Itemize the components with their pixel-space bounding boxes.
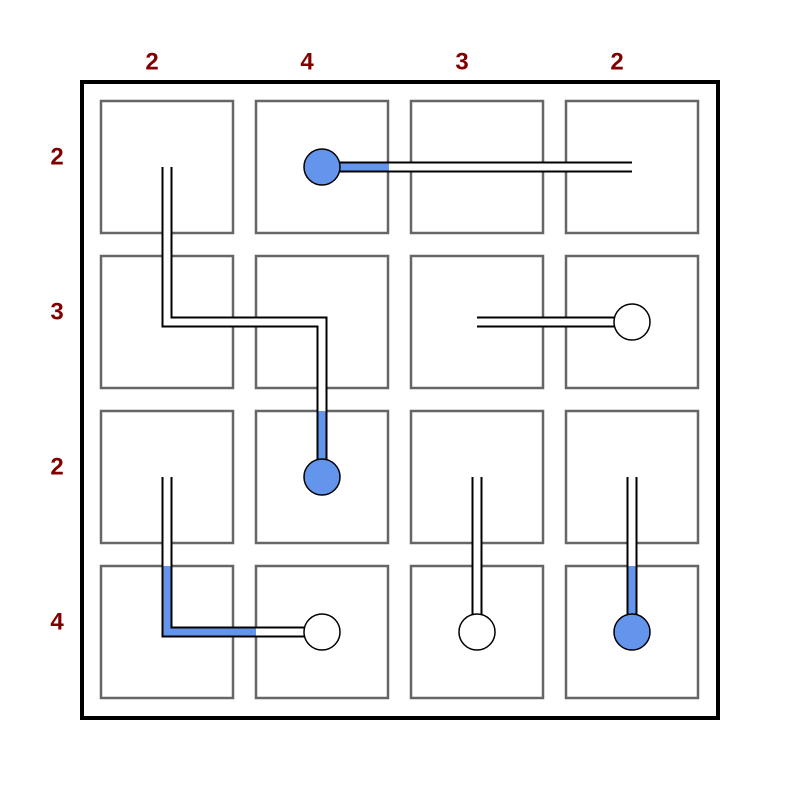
row-clues: 2 3 2 4 (50, 143, 64, 635)
pipe-bulb[interactable] (303, 148, 341, 186)
pipe-2 (161, 167, 341, 496)
row-clue-1: 2 (50, 143, 63, 170)
pipe-4 (161, 477, 341, 651)
pipe-inner (163, 477, 322, 636)
pipe-bulb[interactable] (303, 613, 341, 651)
column-clues: 2 4 3 2 (145, 48, 623, 75)
pipe-3 (477, 303, 651, 341)
pipe-6 (613, 477, 651, 651)
column-clue-4: 2 (610, 48, 623, 75)
column-clue-2: 4 (300, 48, 314, 75)
pipe-1 (303, 148, 632, 186)
grid-cells (99, 99, 700, 700)
board-frame (80, 80, 720, 720)
pipe-inner (163, 167, 326, 477)
row-clue-2: 3 (50, 298, 63, 325)
row-clue-3: 2 (50, 453, 63, 480)
column-clue-3: 3 (455, 48, 468, 75)
pipe-bulb[interactable] (613, 613, 651, 651)
pipe-outline (161, 477, 322, 638)
pipe-bulb[interactable] (458, 613, 496, 651)
pipe-bulb[interactable] (613, 303, 651, 341)
row-clue-4: 4 (50, 608, 64, 635)
pipe-bulb[interactable] (303, 458, 341, 496)
pipe-5 (458, 477, 496, 651)
column-clue-1: 2 (145, 48, 158, 75)
water-fill (163, 566, 256, 636)
pipes (161, 148, 651, 651)
